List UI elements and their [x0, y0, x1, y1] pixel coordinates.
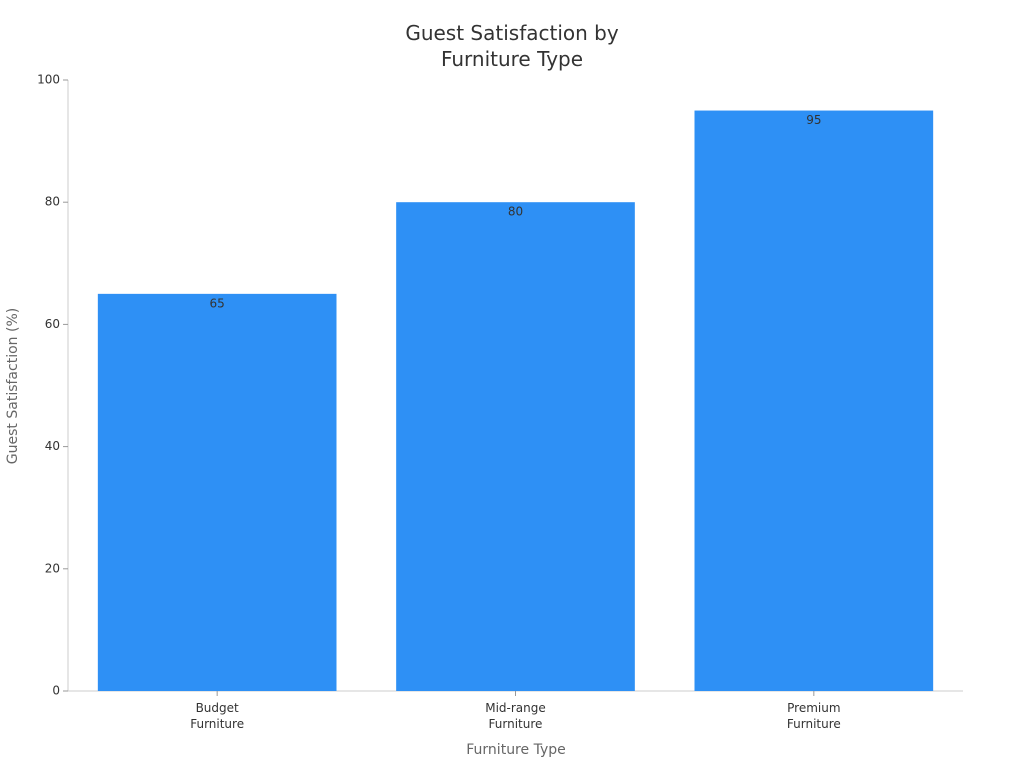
- x-tick-label: Premium Furniture: [786, 701, 841, 731]
- y-tick-label: 20: [45, 561, 60, 575]
- y-tick-label: 80: [45, 195, 60, 209]
- bar: [694, 110, 934, 692]
- data-label: 95: [806, 113, 821, 127]
- data-label: 65: [210, 296, 225, 310]
- y-tick-label: 40: [45, 439, 60, 453]
- bar: [396, 202, 635, 691]
- x-axis-label: Furniture Type: [466, 742, 565, 758]
- y-tick-label: 60: [45, 317, 60, 331]
- y-tick-label: 0: [52, 684, 60, 698]
- x-tick-label: Budget Furniture: [190, 701, 245, 731]
- y-tick-label: 100: [37, 73, 60, 87]
- data-label: 80: [508, 205, 523, 219]
- y-axis-label: Guest Satisfaction (%): [5, 308, 21, 464]
- chart-title: Guest Satisfaction by Furniture Type: [405, 21, 619, 71]
- x-tick-label: Mid-range Furniture: [485, 701, 546, 731]
- bar: [97, 293, 337, 691]
